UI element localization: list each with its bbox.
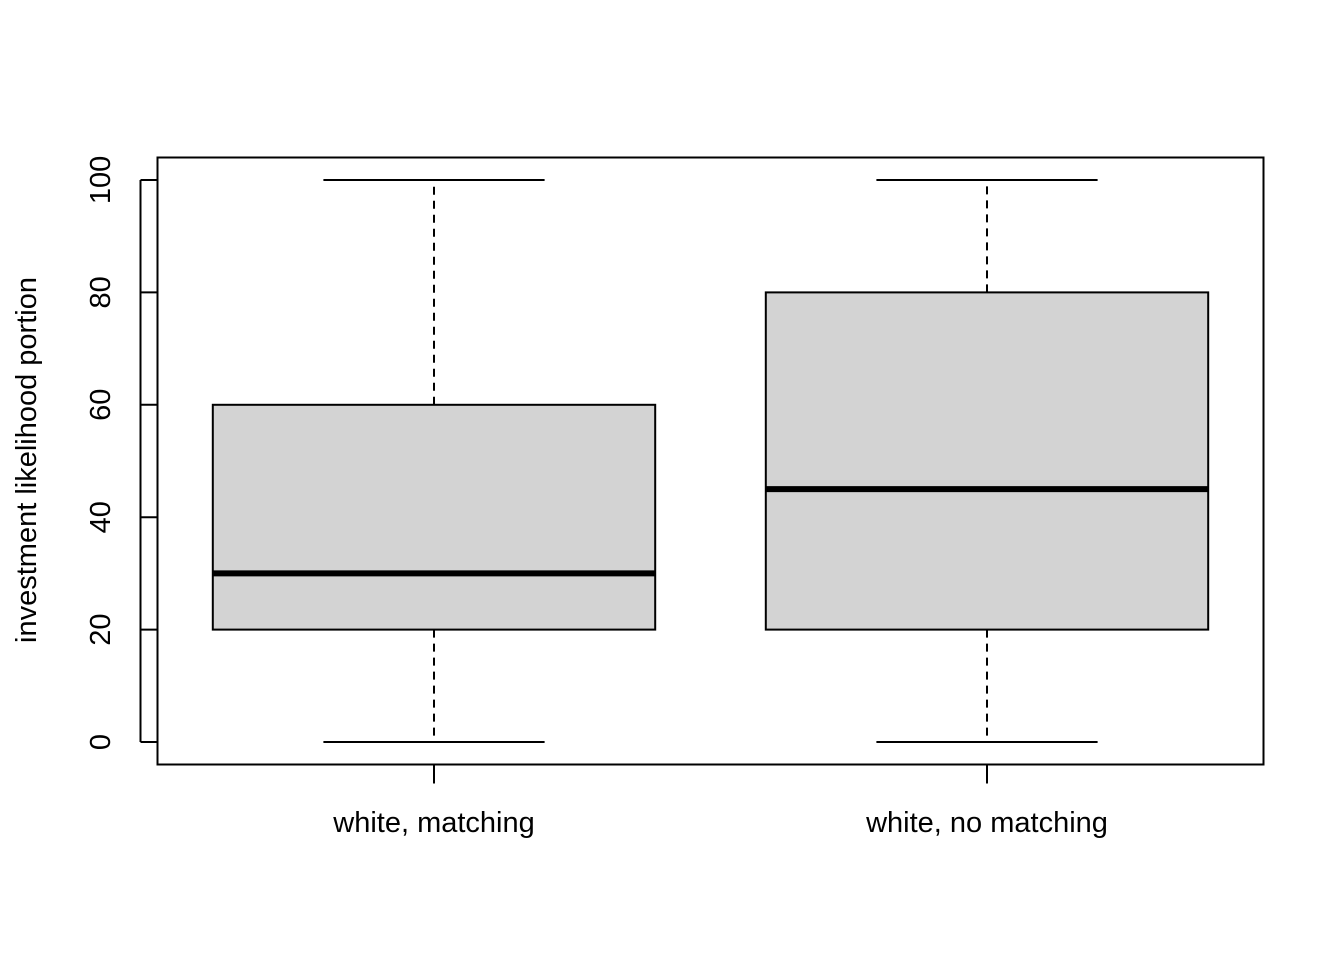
y-tick-label: 40 xyxy=(85,501,117,533)
boxes-layer xyxy=(211,178,1210,744)
y-tick-label: 60 xyxy=(85,389,117,421)
y-axis: 0 20 40 60 80 100 xyxy=(85,156,158,750)
iqr-box xyxy=(211,403,657,631)
x-tick-label: white, no matching xyxy=(865,807,1108,839)
y-axis-label: investment likelihood portion xyxy=(11,277,43,643)
y-tick-label: 100 xyxy=(85,156,117,204)
box-group-2 xyxy=(764,178,1210,744)
x-axis: white, matching white, no matching xyxy=(332,764,1108,839)
y-tick-label: 0 xyxy=(85,734,117,750)
y-tick-label: 80 xyxy=(85,276,117,308)
box-group-1 xyxy=(211,178,657,744)
x-tick-label: white, matching xyxy=(332,807,535,839)
iqr-box xyxy=(764,291,1210,631)
plot-frame xyxy=(156,156,1265,766)
y-tick-label: 20 xyxy=(85,613,117,645)
